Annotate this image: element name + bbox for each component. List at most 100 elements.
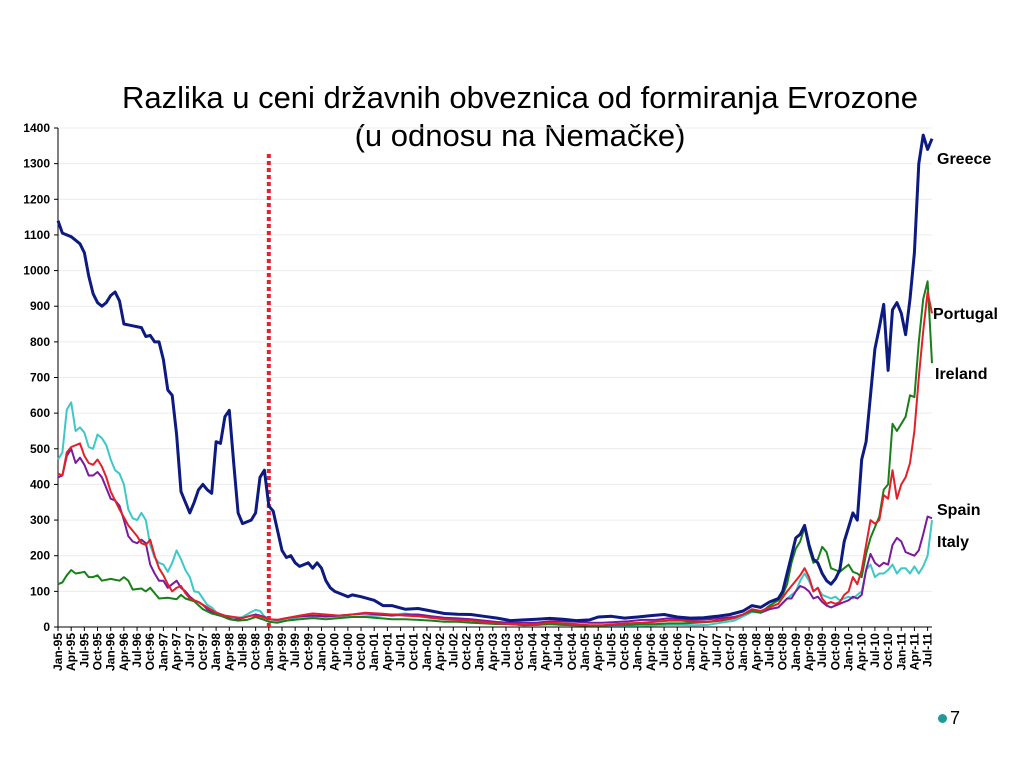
y-tick-label-1200: 1200 — [23, 192, 50, 206]
series-label-spain: Spain — [937, 502, 981, 519]
y-tick-label-1400: 1400 — [23, 121, 50, 135]
x-tick-label-Apr-06: Apr-06 — [644, 633, 658, 671]
x-tick-label-Apr-01: Apr-01 — [380, 633, 394, 671]
series-line-greece — [56, 133, 934, 623]
chart-title-line-2: (u odnosu na Nemačke) — [354, 118, 686, 153]
y-tick-label-0: 0 — [43, 620, 50, 634]
y-tick-label-900: 900 — [30, 299, 50, 313]
x-tick-label-Oct-02: Oct-02 — [459, 633, 473, 671]
y-axis-tick-labels: 0 100 200 300 400 500 600 700 800 900 1000 1100 1200… — [23, 121, 50, 634]
series-lines — [56, 133, 934, 627]
x-tick-label-Apr-00: Apr-00 — [328, 633, 342, 671]
series-line-italy — [57, 447, 933, 624]
x-tick-label-Jul-07: Jul-07 — [710, 633, 724, 668]
x-tick-label-Oct-99: Oct-99 — [301, 633, 315, 671]
x-tick-label-Oct-98: Oct-98 — [249, 633, 263, 671]
series-label-portugal: Portugal — [933, 306, 998, 323]
x-tick-label-Oct-01: Oct-01 — [407, 633, 421, 671]
y-tick-label-1100: 1100 — [24, 228, 50, 242]
x-tick-label-Jan-11: Jan-11 — [894, 633, 908, 671]
x-tick-label-Oct-96: Oct-96 — [143, 633, 157, 671]
x-tick-label-Jul-11: Jul-11 — [921, 633, 935, 667]
page-number-text: 7 — [950, 708, 961, 728]
x-tick-label-Jan-96: Jan-96 — [104, 633, 118, 671]
series-label-greece: Greece — [937, 151, 991, 168]
x-tick-label-Apr-11: Apr-11 — [907, 633, 921, 671]
y-tick-label-300: 300 — [30, 513, 50, 527]
x-tick-label-Jan-05: Jan-05 — [578, 633, 592, 671]
x-tick-label-Apr-05: Apr-05 — [591, 633, 605, 671]
x-tick-label-Oct-09: Oct-09 — [828, 633, 842, 671]
x-axis-tick-labels: Jan-95 Apr-95 Jul-95 Oct-95 Jan-96 Apr-96 Jul-… — [51, 633, 935, 671]
x-tick-label-Jan-97: Jan-97 — [156, 633, 170, 671]
series-label-italy: Italy — [937, 534, 969, 551]
x-tick-label-Jan-03: Jan-03 — [473, 633, 487, 671]
x-tick-label-Jul-00: Jul-00 — [341, 633, 355, 668]
x-tick-label-Apr-09: Apr-09 — [802, 633, 816, 671]
x-tick-label-Oct-04: Oct-04 — [565, 633, 579, 671]
y-tick-label-600: 600 — [30, 406, 50, 420]
x-tick-label-Jul-01: Jul-01 — [394, 633, 408, 668]
x-tick-label-Jan-04: Jan-04 — [525, 633, 539, 671]
series-labels: Greece Portugal Ireland Spain Italy — [933, 151, 998, 551]
x-tick-label-Jan-00: Jan-00 — [315, 633, 329, 671]
x-tick-label-Jul-05: Jul-05 — [604, 633, 618, 668]
x-tick-label-Apr-07: Apr-07 — [697, 633, 711, 671]
x-tick-label-Jan-09: Jan-09 — [789, 633, 803, 671]
series-label-ireland: Ireland — [935, 366, 987, 383]
x-tick-label-Jul-03: Jul-03 — [499, 633, 513, 668]
x-tick-label-Oct-05: Oct-05 — [618, 633, 632, 671]
x-tick-label-Jan-10: Jan-10 — [842, 633, 856, 671]
x-tick-label-Oct-00: Oct-00 — [354, 633, 368, 671]
x-tick-label-Oct-97: Oct-97 — [196, 633, 210, 671]
x-tick-label-Jan-95: Jan-95 — [51, 633, 65, 671]
chart-title-line-1: Razlika u ceni državnih obveznica od for… — [121, 80, 919, 115]
x-tick-label-Apr-08: Apr-08 — [749, 633, 763, 671]
x-tick-label-Oct-07: Oct-07 — [723, 633, 737, 671]
x-tick-label-Apr-99: Apr-99 — [275, 633, 289, 671]
page-number: 7 — [938, 708, 960, 729]
bullet-dot-icon — [938, 714, 947, 723]
x-tick-label-Jan-07: Jan-07 — [683, 633, 697, 671]
x-tick-label-Apr-04: Apr-04 — [539, 633, 553, 671]
x-tick-label-Jan-99: Jan-99 — [262, 633, 276, 671]
x-tick-label-Apr-03: Apr-03 — [486, 633, 500, 671]
x-tick-label-Jul-02: Jul-02 — [446, 633, 460, 668]
x-tick-label-Jul-95: Jul-95 — [77, 633, 91, 668]
y-tick-label-800: 800 — [30, 335, 50, 349]
x-tick-label-Jul-09: Jul-09 — [815, 633, 829, 668]
x-tick-label-Jan-02: Jan-02 — [420, 633, 434, 671]
y-tick-label-700: 700 — [30, 371, 50, 385]
x-tick-label-Jul-06: Jul-06 — [657, 633, 671, 668]
x-tick-label-Jan-01: Jan-01 — [367, 633, 381, 671]
x-tick-label-Oct-08: Oct-08 — [776, 633, 790, 671]
y-tick-label-500: 500 — [30, 442, 50, 456]
x-tick-label-Jul-97: Jul-97 — [183, 633, 197, 668]
x-tick-label-Apr-97: Apr-97 — [170, 633, 184, 671]
x-tick-label-Oct-10: Oct-10 — [881, 633, 895, 671]
x-tick-label-Oct-03: Oct-03 — [512, 633, 526, 671]
x-tick-label-Jul-99: Jul-99 — [288, 633, 302, 668]
x-tick-label-Apr-98: Apr-98 — [222, 633, 236, 671]
x-tick-label-Jan-08: Jan-08 — [736, 633, 750, 671]
x-tick-label-Apr-02: Apr-02 — [433, 633, 447, 671]
x-tick-label-Jul-04: Jul-04 — [552, 633, 566, 668]
axes — [54, 127, 932, 631]
x-tick-label-Jan-06: Jan-06 — [631, 633, 645, 671]
x-tick-label-Jul-10: Jul-10 — [868, 633, 882, 668]
x-tick-label-Apr-95: Apr-95 — [64, 633, 78, 671]
x-tick-label-Apr-10: Apr-10 — [855, 633, 869, 671]
x-tick-label-Jul-08: Jul-08 — [762, 633, 776, 668]
x-tick-label-Jan-98: Jan-98 — [209, 633, 223, 671]
gridlines — [58, 127, 932, 592]
x-tick-label-Jul-96: Jul-96 — [130, 633, 144, 668]
y-tick-label-1000: 1000 — [23, 264, 50, 278]
x-tick-label-Oct-95: Oct-95 — [91, 633, 105, 671]
y-tick-label-100: 100 — [30, 584, 50, 598]
y-tick-label-200: 200 — [30, 549, 50, 563]
y-tick-label-400: 400 — [30, 477, 50, 491]
y-tick-label-1300: 1300 — [23, 157, 50, 171]
x-tick-label-Oct-06: Oct-06 — [670, 633, 684, 671]
